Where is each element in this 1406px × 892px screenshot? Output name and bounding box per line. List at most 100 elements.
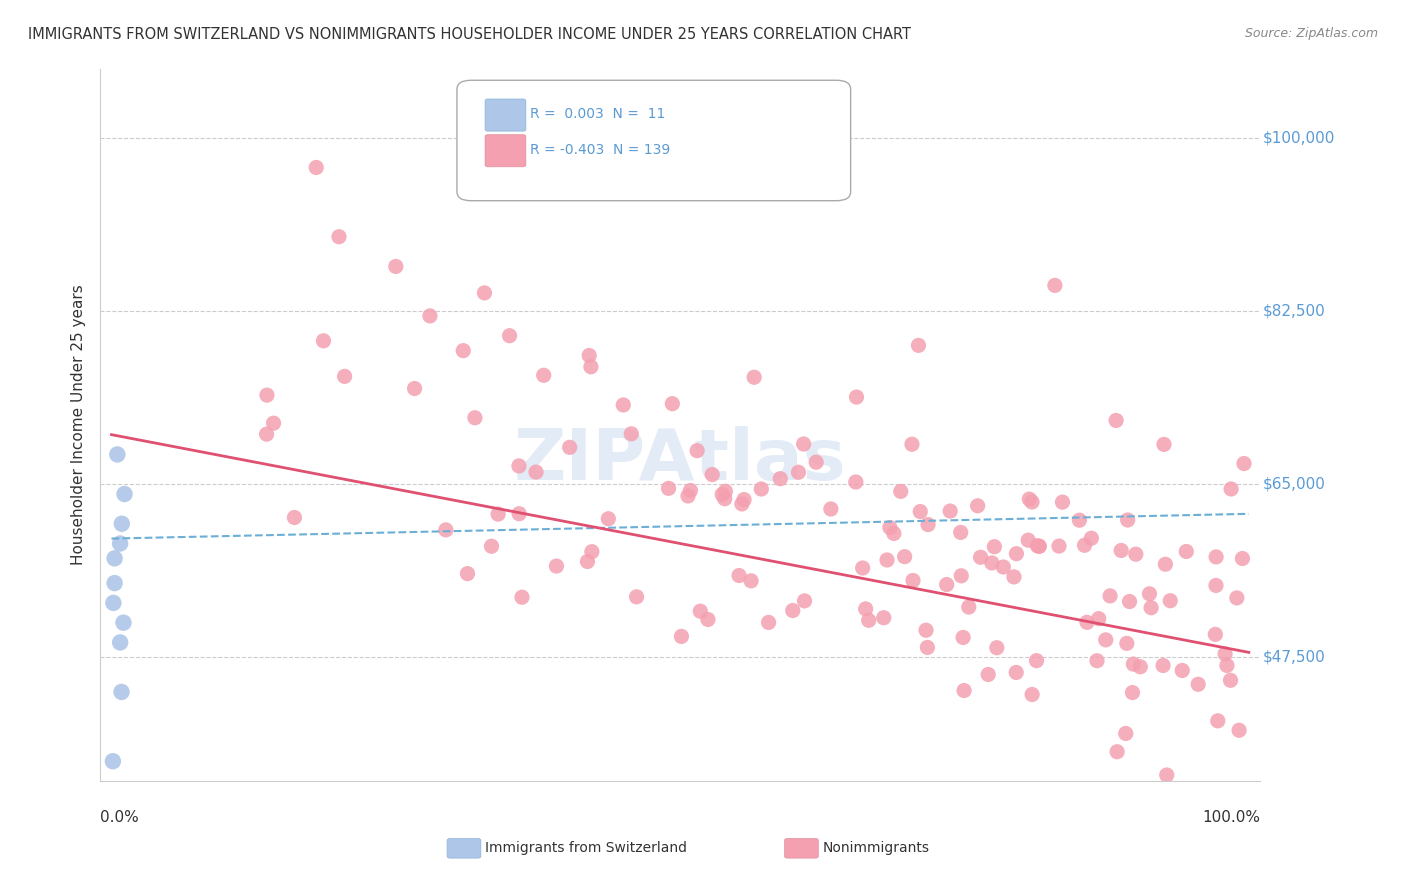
Point [689,604,711,618]
Point [1204,627,1226,641]
Text: $100,000: $100,000 [1263,130,1334,145]
Point [876,553,898,567]
Point [1021,688,1043,702]
Point [581,544,603,558]
Point [1116,513,1139,527]
Point [728,568,751,582]
Point [1232,551,1254,566]
Text: $47,500: $47,500 [1263,649,1326,665]
Point [820,502,842,516]
Text: 0.0%: 0.0% [100,810,139,824]
Point [256,388,278,402]
Y-axis label: Householder Income Under 25 years: Householder Income Under 25 years [72,285,86,566]
Point [749,482,772,496]
Point [464,410,486,425]
Point [620,426,643,441]
Point [419,309,441,323]
Point [1069,513,1091,527]
Point [769,472,792,486]
Point [104,551,127,566]
Point [873,611,896,625]
Point [104,576,127,591]
Point [1187,677,1209,691]
Point [983,540,1005,554]
Point [578,349,600,363]
Point [917,640,939,655]
Point [1076,615,1098,630]
Point [686,443,709,458]
Point [1107,745,1129,759]
Point [676,489,699,503]
Point [661,397,683,411]
Point [901,574,924,588]
Text: R = -0.403  N = 139: R = -0.403 N = 139 [530,143,671,157]
Point [697,612,720,626]
Point [980,556,1002,570]
Point [1087,612,1109,626]
Point [935,577,957,591]
Point [893,549,915,564]
Point [112,615,135,630]
Point [579,359,602,374]
Point [939,504,962,518]
Point [524,465,547,479]
Point [714,484,737,499]
Point [108,536,131,550]
Point [1109,543,1132,558]
Point [305,161,328,175]
Point [731,497,754,511]
Point [333,369,356,384]
Point [845,390,868,404]
Point [283,510,305,524]
Point [510,591,533,605]
Point [1018,492,1040,507]
Point [1026,539,1049,553]
Point [474,285,496,300]
Point [1156,768,1178,782]
Point [312,334,335,348]
Point [1121,685,1143,699]
Point [256,427,278,442]
Point [879,520,901,534]
Point [950,568,973,582]
Point [101,754,124,768]
Point [434,523,457,537]
Point [742,370,765,384]
Point [1047,539,1070,553]
Point [1140,600,1163,615]
Point [901,437,924,451]
Point [328,229,350,244]
Point [1118,594,1140,608]
Point [907,338,929,352]
Text: $82,500: $82,500 [1263,303,1326,318]
Point [263,416,285,430]
Point [533,368,555,383]
Point [758,615,780,630]
Point [1152,658,1174,673]
Point [711,487,734,501]
Point [1052,495,1074,509]
Point [457,566,479,581]
Point [782,603,804,617]
Point [1205,578,1227,592]
Point [1233,457,1256,471]
Point [969,550,991,565]
Point [1226,591,1249,605]
Point [1080,531,1102,545]
Point [1213,647,1236,661]
Point [404,382,426,396]
Point [883,526,905,541]
Text: R =  0.003  N =  11: R = 0.003 N = 11 [530,107,665,121]
Point [966,499,988,513]
Point [1129,660,1152,674]
Point [1005,665,1028,680]
Point [1171,664,1194,678]
Point [733,492,755,507]
Point [110,685,132,699]
Point [858,613,880,627]
Point [1139,587,1161,601]
Point [108,635,131,649]
Point [740,574,762,588]
Point [1085,654,1108,668]
Point [1005,547,1028,561]
